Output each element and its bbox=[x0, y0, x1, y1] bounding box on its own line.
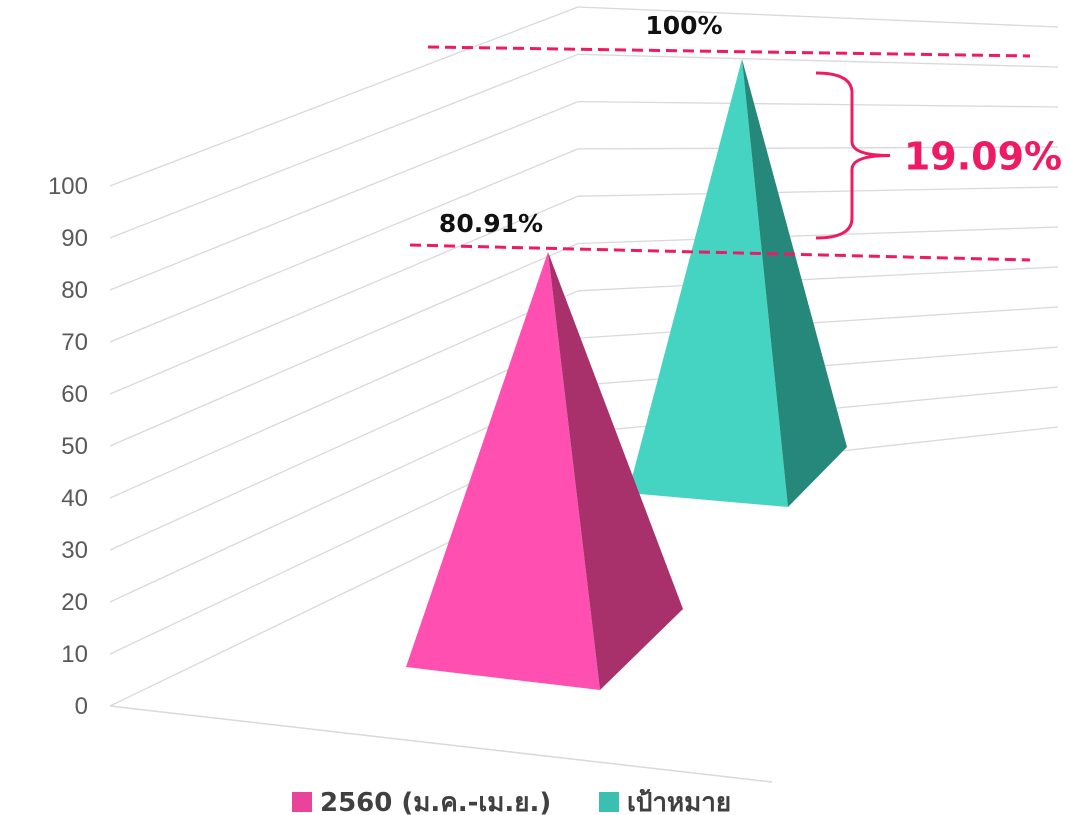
pyramid-target-front-face bbox=[628, 59, 788, 507]
legend-swatch-2560 bbox=[292, 792, 312, 812]
gridline-right-10 bbox=[577, 6, 1059, 28]
y-tick-label-5: 50 bbox=[61, 433, 88, 460]
y-tick-label-10: 100 bbox=[48, 173, 88, 200]
gridline-right-9 bbox=[577, 53, 1059, 68]
gridline-right-5 bbox=[577, 226, 1059, 245]
gridline-right-7 bbox=[577, 146, 1059, 150]
data-label-2560: 80.91% bbox=[439, 209, 543, 238]
legend-label-2560: 2560 (ม.ค.-เม.ย.) bbox=[320, 788, 551, 815]
pyramid-target bbox=[628, 59, 847, 507]
y-tick-label-0: 0 bbox=[75, 693, 88, 720]
y-tick-label-6: 60 bbox=[61, 381, 88, 408]
gap-brace bbox=[815, 71, 891, 240]
gridlines bbox=[109, 6, 1059, 783]
y-tick-label-8: 80 bbox=[61, 277, 88, 304]
y-axis-ticks: 0 10 20 30 40 50 60 70 80 90 100 bbox=[48, 173, 88, 720]
y-tick-label-1: 10 bbox=[61, 641, 88, 668]
pyramid-2560-front-face bbox=[406, 252, 600, 690]
gap-label: 19.09% bbox=[904, 135, 1062, 179]
legend-label-target: เป้าหมาย bbox=[627, 788, 731, 815]
gridline-left-4 bbox=[109, 290, 579, 499]
legend-swatch-target bbox=[599, 792, 619, 812]
gridline-left-7 bbox=[109, 148, 579, 343]
y-tick-label-4: 40 bbox=[61, 485, 88, 512]
y-tick-label-2: 20 bbox=[61, 589, 88, 616]
pyramid-target-side-face bbox=[742, 59, 847, 507]
y-tick-label-9: 90 bbox=[61, 225, 88, 252]
gridline-left-5 bbox=[109, 242, 579, 447]
legend: 2560 (ม.ค.-เม.ย.) เป้าหมาย bbox=[292, 788, 731, 815]
reference-line-8091 bbox=[409, 243, 1031, 262]
gridline-left-3 bbox=[109, 337, 579, 551]
gridline-left-6 bbox=[109, 195, 579, 395]
gridline-right-4 bbox=[577, 266, 1059, 292]
gridline-right-3 bbox=[577, 306, 1059, 339]
gridline-right-6 bbox=[577, 186, 1059, 197]
reference-line-100 bbox=[427, 45, 1031, 58]
y-tick-label-3: 30 bbox=[61, 537, 88, 564]
gridline-right-8 bbox=[577, 100, 1059, 108]
gridline-left-8 bbox=[109, 100, 579, 291]
floor-edge bbox=[109, 705, 773, 783]
data-label-target: 100% bbox=[645, 11, 722, 40]
y-tick-label-7: 70 bbox=[61, 329, 88, 356]
gridline-left-9 bbox=[109, 53, 579, 239]
pyramid-2560-side-face bbox=[548, 252, 683, 690]
pyramid-2560 bbox=[406, 252, 683, 690]
gridline-left-10 bbox=[109, 6, 579, 187]
